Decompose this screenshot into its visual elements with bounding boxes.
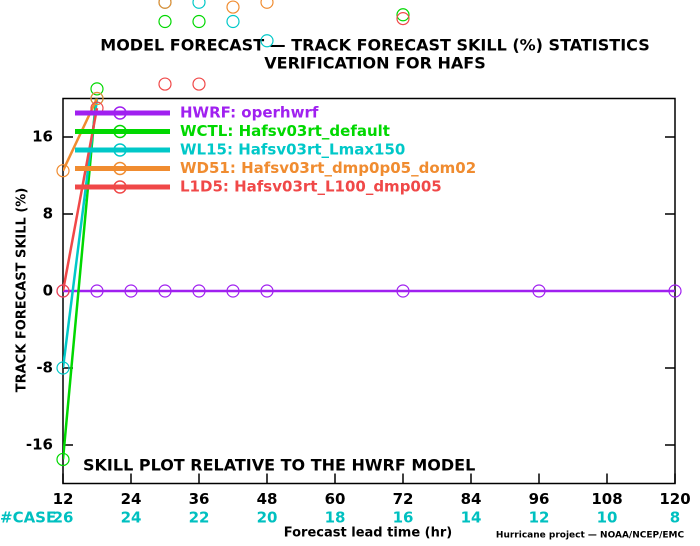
chart-title: MODEL FORECAST — TRACK FORECAST SKILL (%… (100, 36, 649, 55)
series-marker (90, 91, 104, 106)
series-marker (396, 8, 410, 22)
x-tick-label: 12 (53, 490, 74, 508)
legend-label: WD51: Hafsv03rt_dmp0p05_dom02 (180, 159, 476, 177)
case-count: 16 (393, 509, 414, 527)
chart-subtitle: VERIFICATION FOR HAFS (264, 54, 485, 73)
case-count: 24 (121, 509, 142, 527)
y-tick-label: 16 (32, 128, 53, 146)
series-marker (158, 77, 172, 91)
series-marker (226, 14, 240, 29)
series-marker (158, 284, 172, 298)
x-tick-label: 96 (529, 490, 550, 508)
series-marker (192, 0, 206, 9)
series-marker (226, 0, 240, 14)
legend-marker (113, 180, 127, 194)
y-tick-label: 8 (43, 205, 53, 223)
x-tick-label: 120 (659, 490, 690, 508)
legend-label: L1D5: Hafsv03rt_L100_dmp005 (180, 178, 442, 196)
series-marker (56, 452, 70, 467)
cases-label: #CASE (0, 509, 56, 527)
series-marker (260, 0, 274, 9)
legend-label: WCTL: Hafsv03rt_default (180, 122, 390, 140)
case-count: 20 (257, 509, 278, 527)
case-count: 26 (53, 509, 74, 527)
x-tick-label: 48 (257, 490, 278, 508)
series-marker (56, 164, 70, 178)
x-tick-label: 36 (189, 490, 210, 508)
legend-label: WL15: Hafsv03rt_Lmax150 (180, 141, 405, 159)
series-marker (532, 284, 546, 298)
x-tick-label: 24 (121, 490, 142, 508)
series-marker (668, 284, 682, 298)
x-tick-label: 108 (591, 490, 622, 508)
x-axis-label: Forecast lead time (hr) (284, 526, 452, 541)
y-tick-label: -8 (36, 359, 53, 377)
series-marker (192, 77, 206, 91)
series-marker (124, 284, 138, 298)
series-marker (158, 14, 172, 29)
case-count: 8 (670, 509, 680, 527)
x-tick-label: 60 (325, 490, 346, 508)
legend-label: HWRF: operhwrf (180, 104, 319, 122)
series-marker (90, 82, 104, 96)
legend-marker (113, 106, 127, 120)
case-count: 12 (529, 509, 550, 527)
series-marker (396, 12, 410, 26)
series-marker (192, 14, 206, 29)
y-axis-label: TRACK FORECAST SKILL (%) (15, 188, 30, 393)
annotation: SKILL PLOT RELATIVE TO THE HWRF MODEL (83, 456, 475, 475)
series-marker (260, 34, 274, 48)
y-tick-label: -16 (26, 436, 53, 454)
x-tick-label: 72 (393, 490, 414, 508)
series-marker (56, 284, 70, 298)
series-marker (192, 284, 206, 298)
legend-marker (113, 161, 127, 176)
legend-marker (113, 124, 127, 139)
series-marker (260, 284, 274, 298)
series-marker (226, 284, 240, 298)
case-count: 14 (461, 509, 482, 527)
x-tick-label: 84 (461, 490, 482, 508)
case-count: 10 (597, 509, 618, 527)
credit: Hurricane project — NOAA/NCEP/EMC (496, 531, 685, 541)
case-count: 22 (189, 509, 210, 527)
legend-marker (113, 143, 127, 157)
series-marker (90, 284, 104, 298)
y-tick-label: 0 (43, 282, 53, 300)
series-marker (396, 284, 410, 298)
series-line (63, 107, 99, 292)
series-marker (158, 0, 172, 9)
series-marker (56, 361, 70, 375)
case-count: 18 (325, 509, 346, 527)
